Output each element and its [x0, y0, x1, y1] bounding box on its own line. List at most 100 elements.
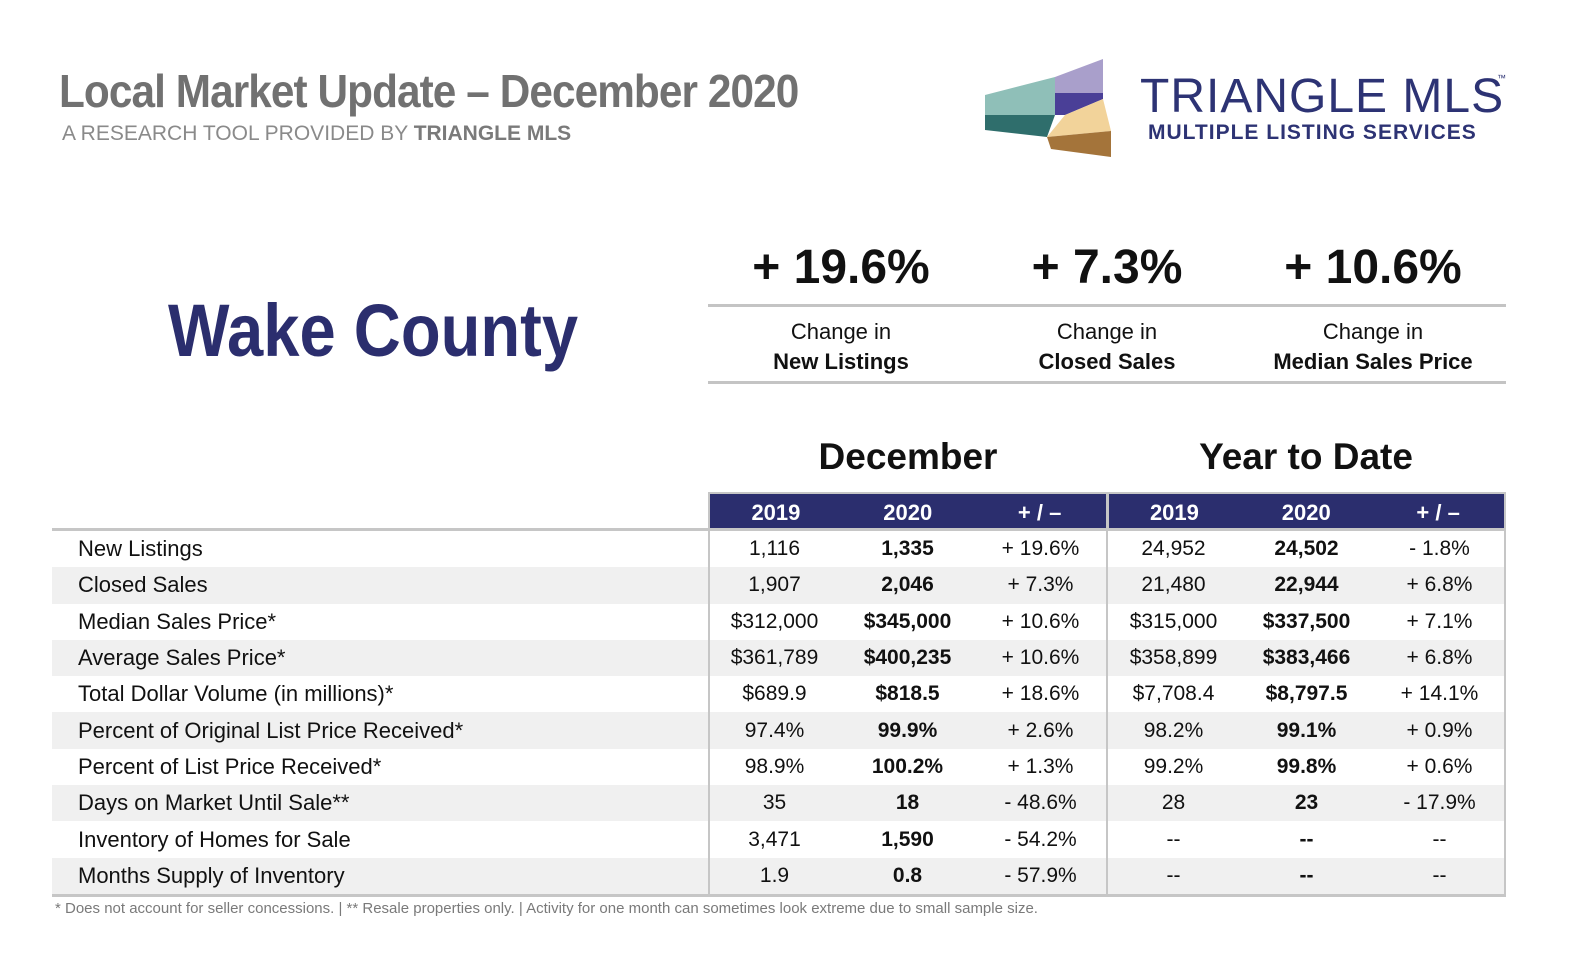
kpi-value-median-price: + 10.6%	[1284, 241, 1462, 294]
table-row: Inventory of Homes for Sale 3,471 1,590 …	[52, 821, 1506, 857]
table-cell: --	[1432, 827, 1447, 851]
table-row: Percent of Original List Price Received*…	[52, 712, 1506, 749]
table-divider	[1106, 492, 1108, 895]
table-cell: 1,590	[881, 827, 934, 851]
table-cell: + 7.3%	[1007, 573, 1074, 597]
table-row: Median Sales Price* $312,000 $345,000 + …	[52, 604, 1506, 640]
table-row: Average Sales Price* $361,789 $400,235 +…	[52, 639, 1506, 677]
table-cell: --	[1166, 827, 1181, 851]
table-row: New Listings 1,116 1,335 + 19.6% 24,952 …	[52, 531, 1506, 567]
kpi-summary: + 19.6% + 7.3% + 10.6% Change in New Lis…	[708, 238, 1506, 384]
table-cell: $818.5	[875, 682, 940, 706]
table-cell: $358,899	[1129, 646, 1218, 670]
column-header: 2020	[883, 500, 933, 525]
table-row: Months Supply of Inventory 1.9 0.8 - 57.…	[52, 857, 1506, 894]
table-cell: + 19.6%	[1001, 537, 1080, 561]
table-cell: 1,116	[749, 537, 800, 561]
table-cell: 23	[1294, 791, 1319, 815]
table-cell: + 10.6%	[1001, 609, 1080, 633]
kpi-label-line2: Closed Sales	[1038, 349, 1176, 374]
column-header: 2019	[751, 500, 801, 525]
kpi-label-line1: Change in	[1322, 319, 1424, 344]
row-label: New Listings	[78, 536, 203, 562]
row-label: Total Dollar Volume (in millions)*	[78, 681, 394, 707]
table-cell: + 2.6%	[1007, 718, 1074, 742]
county-name: Wake County	[168, 289, 579, 372]
table-cell: 99.2%	[1143, 754, 1204, 778]
table-cell: + 6.8%	[1406, 573, 1473, 597]
table-cell: + 14.1%	[1400, 682, 1479, 706]
table-cell: 28	[1161, 791, 1186, 815]
table-cell: $400,235	[863, 646, 952, 670]
kpi-label-closed-sales: Change in Closed Sales	[974, 307, 1240, 381]
table-cell: 2,046	[881, 573, 934, 597]
row-label: Inventory of Homes for Sale	[78, 826, 351, 852]
table-cell: 100.2%	[871, 754, 944, 778]
logo-trademark: ™	[1497, 73, 1506, 83]
table-row: Percent of List Price Received* 98.9% 10…	[52, 749, 1506, 785]
table-cell: - 57.9%	[1004, 863, 1077, 887]
group-heading-december: December	[818, 436, 998, 477]
column-header: + / –	[1416, 500, 1460, 525]
table-cell: 98.2%	[1143, 718, 1204, 742]
table-cell: + 7.1%	[1406, 609, 1473, 633]
subtitle-prefix: A RESEARCH TOOL PROVIDED BY	[62, 122, 408, 145]
kpi-labels-row: Change in New Listings Change in Closed …	[708, 307, 1506, 384]
table-cell: - 17.9%	[1403, 791, 1476, 815]
kpi-label-line1: Change in	[790, 319, 892, 344]
table-cell: $312,000	[730, 609, 819, 633]
table-cell: - 1.8%	[1409, 537, 1470, 561]
subtitle-brand: TRIANGLE MLS	[413, 122, 572, 145]
logo-tagline: MULTIPLE LISTING SERVICES	[1148, 121, 1477, 144]
column-header: 2019	[1149, 500, 1199, 525]
table-cell: 1,335	[881, 537, 934, 561]
table-cell: 24,502	[1274, 537, 1339, 561]
table-cell: + 0.6%	[1406, 754, 1473, 778]
page-subtitle: A RESEARCH TOOL PROVIDED BY TRIANGLE MLS	[62, 122, 571, 146]
row-label: Percent of Original List Price Received*	[78, 717, 464, 743]
table-cell: + 18.6%	[1001, 682, 1080, 706]
table-cell: - 54.2%	[1004, 827, 1077, 851]
logo-name: TRIANGLE MLS	[1140, 70, 1505, 123]
group-heading-ytd: Year to Date	[1199, 436, 1413, 477]
table-cell: $7,708.4	[1132, 682, 1215, 706]
footnote: * Does not account for seller concession…	[55, 900, 1038, 917]
table-cell: $383,466	[1262, 646, 1351, 670]
table-cell: 99.9%	[877, 718, 938, 742]
kpi-values-row: + 19.6% + 7.3% + 10.6%	[708, 238, 1506, 307]
kpi-label-median-price: Change in Median Sales Price	[1240, 307, 1506, 381]
table-divider	[708, 492, 710, 895]
kpi-label-line1: Change in	[1056, 319, 1158, 344]
column-header: + / –	[1017, 500, 1062, 525]
table-cell: $689.9	[742, 682, 807, 706]
table-row: Closed Sales 1,907 2,046 + 7.3% 21,480 2…	[52, 567, 1506, 604]
table-cell: - 48.6%	[1004, 791, 1077, 815]
table-cell: $361,789	[730, 646, 819, 670]
table-cell: $315,000	[1129, 609, 1218, 633]
kpi-label-new-listings: Change in New Listings	[708, 307, 974, 381]
table-cell: --	[1299, 827, 1314, 851]
metrics-table: New Listings 1,116 1,335 + 19.6% 24,952 …	[52, 528, 1506, 897]
table-cell: $345,000	[863, 609, 952, 633]
table-cell: 3,471	[748, 827, 801, 851]
table-cell: 0.8	[892, 863, 923, 887]
kpi-label-line2: Median Sales Price	[1273, 349, 1473, 374]
table-cell: 1.9	[759, 863, 790, 887]
kpi-value-closed-sales: + 7.3%	[1031, 241, 1183, 294]
table-cell: + 10.6%	[1001, 646, 1080, 670]
table-cell: + 1.3%	[1007, 754, 1074, 778]
table-cell: 1,907	[748, 573, 801, 597]
table-row: Days on Market Until Sale** 35 18 - 48.6…	[52, 785, 1506, 822]
column-header: 2020	[1281, 500, 1331, 525]
table-cell: 22,944	[1274, 573, 1339, 597]
page-title: Local Market Update – December 2020	[59, 65, 799, 117]
row-label: Days on Market Until Sale**	[78, 790, 350, 816]
table-cell: + 0.9%	[1406, 718, 1473, 742]
table-cell: 24,952	[1141, 537, 1206, 561]
row-label: Months Supply of Inventory	[78, 862, 345, 888]
row-label: Average Sales Price*	[78, 645, 286, 671]
kpi-label-line2: New Listings	[773, 349, 909, 374]
table-cell: $337,500	[1262, 609, 1351, 633]
row-label: Median Sales Price*	[78, 608, 277, 634]
table-cell: --	[1432, 863, 1447, 887]
